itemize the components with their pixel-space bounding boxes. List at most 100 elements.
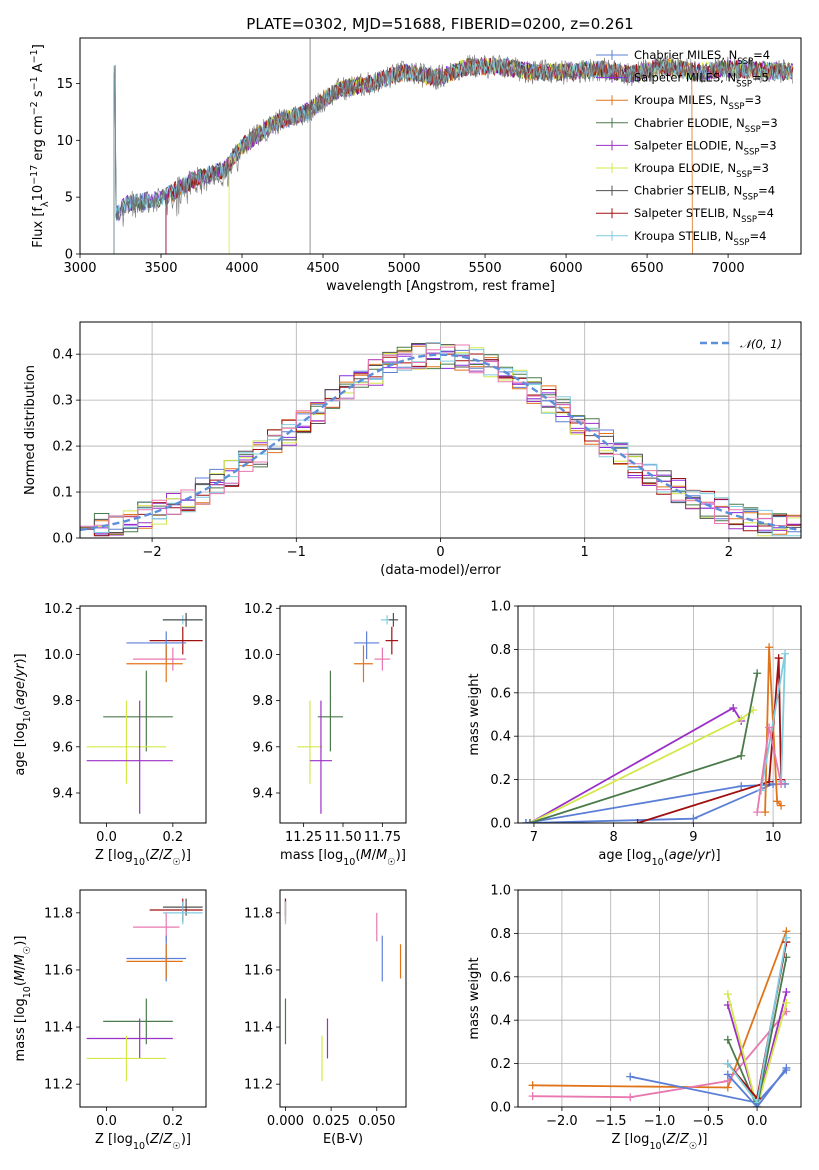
y-axis-label: age [log10(age/yr)]	[13, 653, 33, 775]
y-tick-label: 0.4	[52, 348, 73, 363]
x-tick-label: −2.0	[546, 1114, 578, 1129]
mass-weight-line	[529, 709, 754, 823]
histogram-step	[80, 344, 801, 538]
label-part: ]	[31, 44, 46, 49]
x-tick-label: 11.50	[324, 830, 361, 845]
y-tick-label: 0.4	[490, 730, 511, 745]
y-tick-label: 15	[56, 77, 73, 92]
label-part: erg cm	[31, 115, 46, 164]
label-part: Z [log	[612, 1132, 650, 1147]
legend-value: =5	[752, 71, 769, 85]
label-part: /	[13, 676, 28, 681]
y-axis-label: mass weight	[467, 673, 482, 755]
label-part: mass weight	[467, 673, 482, 755]
label-part: )]	[181, 1132, 191, 1147]
label-part: )]	[13, 653, 28, 663]
axis-frame	[279, 605, 407, 824]
legend-sub: SSP	[729, 102, 745, 112]
mass-weight-marker	[782, 1063, 791, 1072]
x-tick-label: 0	[436, 545, 444, 560]
x-tick-label: 0.0	[747, 1114, 768, 1129]
x-tick-label: 6000	[550, 261, 583, 276]
label-part: 10	[22, 986, 33, 998]
x-tick-label: 0.2	[162, 830, 183, 845]
x-axis-label: E(B-V)	[323, 1132, 363, 1147]
mass-weight-line	[727, 1067, 788, 1107]
mass-weight-marker	[528, 1092, 537, 1101]
x-axis-label: age [log10(age/yr)]	[598, 848, 720, 868]
label-part: wavelength [Angstrom, rest frame]	[326, 279, 555, 294]
plot-area	[80, 342, 801, 538]
y-tick-label: 1.0	[490, 884, 511, 899]
x-tick-label: 0.0	[96, 1114, 117, 1129]
label-part: age	[13, 681, 28, 705]
label-part: (	[13, 981, 28, 986]
x-axis-label: (data-model)/error	[380, 563, 501, 578]
label-part: mass weight	[467, 957, 482, 1039]
label-part: Z	[149, 1132, 160, 1147]
mass-weight-marker	[528, 1081, 537, 1090]
legend-text: Chabrier ELODIE, N	[634, 116, 745, 130]
legend-entry: Chabrier ELODIE, NSSP=3	[634, 116, 778, 135]
label-part: −2	[29, 101, 40, 115]
mass-weight-line	[726, 991, 788, 1107]
mass-weight-marker	[729, 703, 738, 712]
x-tick-label: 4500	[306, 261, 339, 276]
x-axis-label: wavelength [Angstrom, rest frame]	[326, 279, 555, 294]
axis-frame	[79, 889, 207, 1108]
model-spectrum-line	[113, 57, 793, 254]
label-part: −1	[29, 49, 40, 63]
x-tick-label: 0.050	[358, 1114, 395, 1129]
y-tick-label: 10.2	[244, 602, 273, 617]
legend-entry: Kroupa MILES, NSSP=3	[634, 93, 761, 112]
y-tick-label: 0.0	[490, 817, 511, 832]
panel-mass-vs-Z: 0.0 0.211.211.411.611.8Z [log10(Z/Z☉)]mas…	[13, 889, 207, 1152]
x-tick-label: 7	[530, 830, 538, 845]
x-tick-label: 0.2	[162, 1114, 183, 1129]
y-tick-label: 0.2	[52, 440, 73, 455]
label-part: Z [log	[95, 1132, 133, 1147]
label-part: −17	[29, 165, 40, 185]
y-tick-label: 0.0	[52, 532, 73, 547]
y-tick-label: 0.6	[490, 970, 511, 985]
label-part: (	[145, 848, 150, 863]
label-part: 10	[133, 857, 145, 868]
mass-weight-marker	[765, 723, 774, 732]
panel-age-vs-Z: 0.0 0.29.49.69.810.010.2Z [log10(Z/Z☉)]ag…	[13, 602, 207, 868]
legend-entry: Chabrier MILES, NSSP=4	[634, 48, 770, 67]
plot-area	[113, 38, 794, 254]
model-spectrum-line	[165, 57, 794, 254]
label-part: )]	[396, 848, 406, 863]
x-axis-label: Z [log10(Z/Z☉)]	[95, 848, 191, 868]
label-part: −1	[29, 76, 40, 90]
legend: 𝒩(0, 1)	[700, 337, 782, 351]
label-part: M	[360, 848, 371, 863]
label-part: λ	[40, 201, 51, 207]
mass-weight-line	[726, 993, 788, 1107]
x-tick-label: 11.25	[285, 830, 322, 845]
model-spectrum-line	[113, 57, 793, 254]
label-part: /	[676, 1132, 681, 1147]
legend-text: Kroupa ELODIE, N	[634, 161, 736, 175]
y-tick-label: 9.4	[52, 786, 73, 801]
mass-weight-marker	[723, 990, 732, 999]
x-axis-label: mass [log10(M/M☉)]	[280, 848, 406, 868]
y-tick-label: 9.8	[52, 694, 73, 709]
label-part: /	[693, 848, 698, 863]
legend-text: Salpeter ELODIE, N	[634, 138, 744, 152]
plot-area	[528, 927, 791, 1107]
y-tick-label: 11.6	[244, 963, 273, 978]
mass-weight-line	[532, 1010, 788, 1099]
panel-residual-histogram: −2 −1 0 1 2 0.0 0.1 0.2 0.3 0.4 (data-model)/error…	[23, 321, 802, 578]
label-part: Z	[162, 1132, 173, 1147]
model-spectrum-line	[113, 57, 793, 254]
x-tick-label: −1	[287, 545, 306, 560]
y-tick-label: 5	[65, 191, 73, 206]
model-spectrum-line	[113, 58, 793, 254]
panel-mass-weight-vs-Z: −2.0 −1.5 −1.0 −0.5 0.0 0.0 0.2 0.4 0.6 0.8 1.0 Z […	[467, 884, 802, 1152]
y-tick-label: 9.8	[252, 694, 273, 709]
x-tick-label: 0.025	[313, 1114, 350, 1129]
y-tick-label: 11.4	[244, 1021, 273, 1036]
x-tick-label: 3500	[144, 261, 177, 276]
